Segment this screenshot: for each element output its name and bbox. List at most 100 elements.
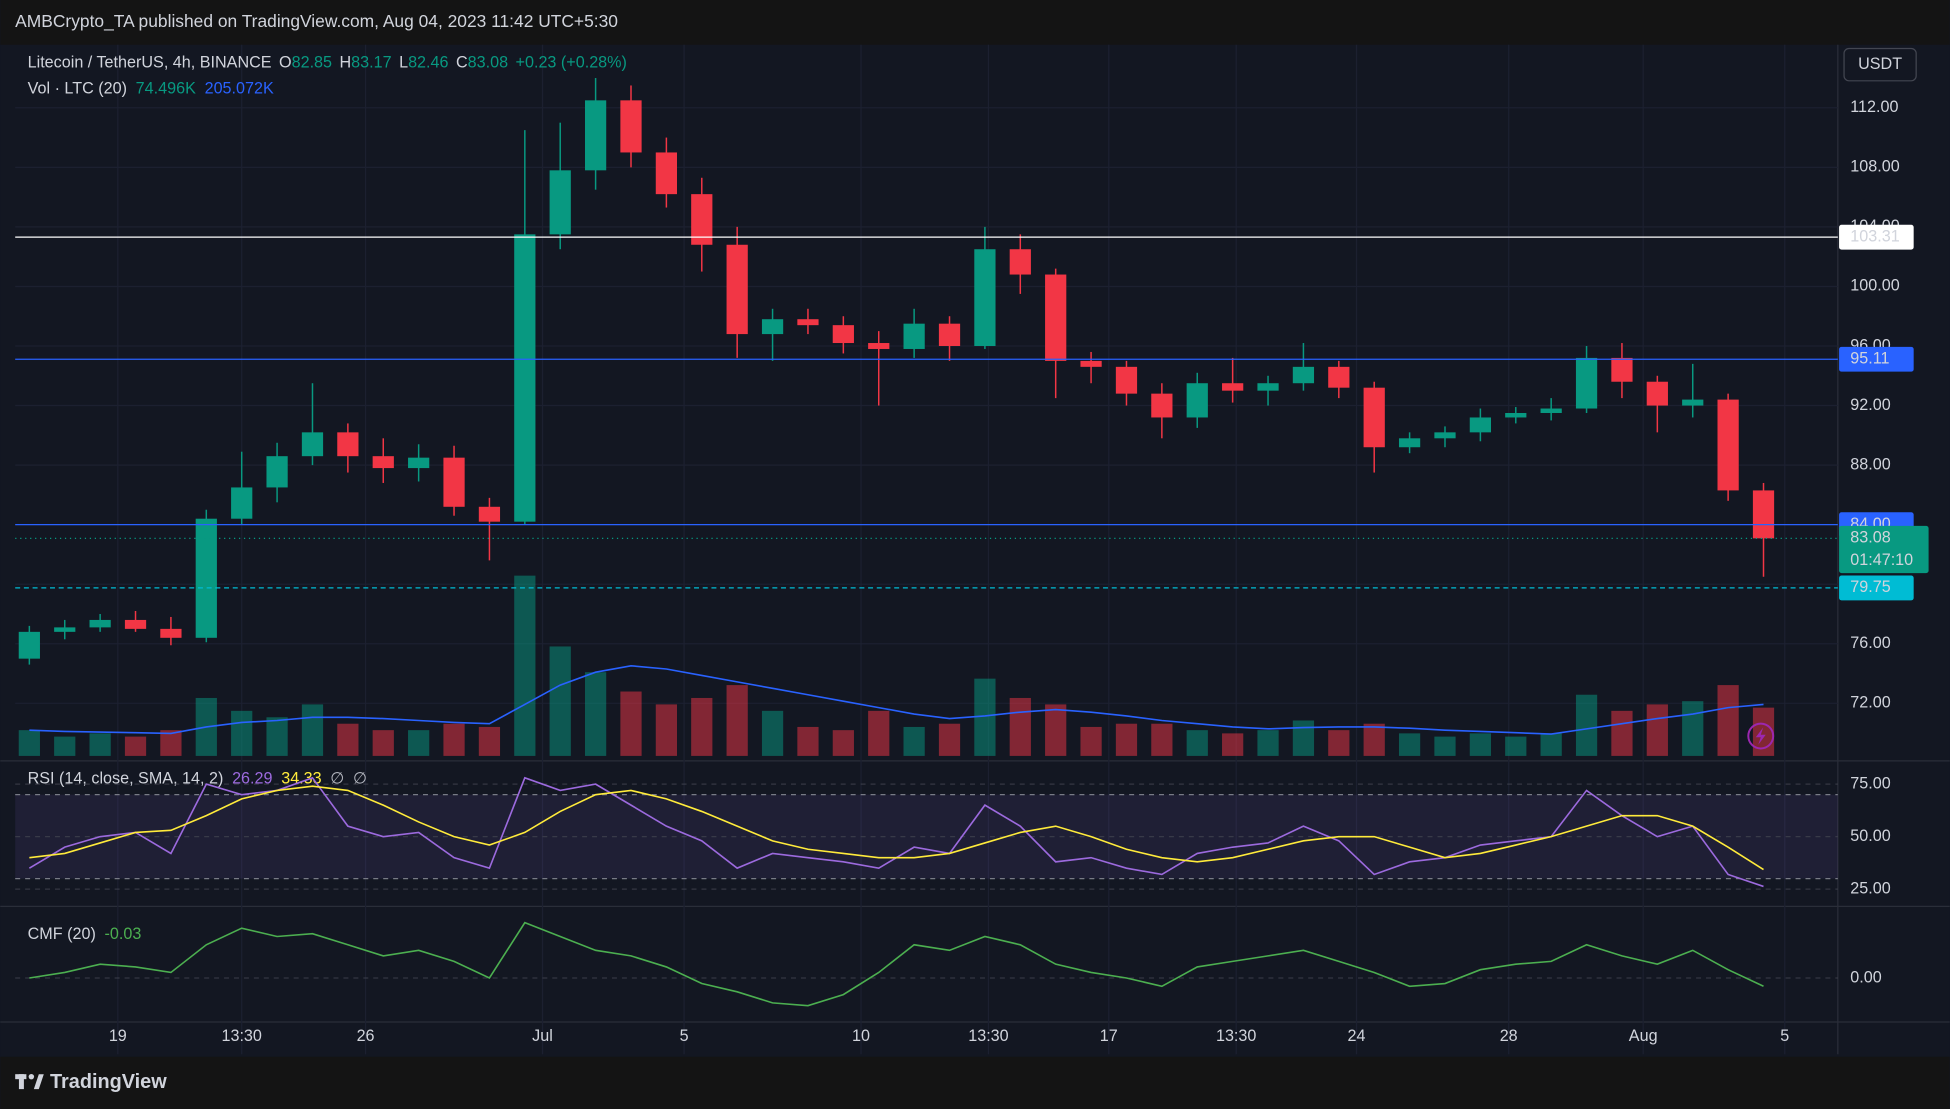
legend-key: L	[399, 54, 408, 72]
volume-bar	[726, 685, 748, 756]
volume-bar	[124, 736, 147, 756]
x-tick-label: 28	[1500, 1027, 1518, 1045]
candle-body	[372, 456, 394, 469]
volume-bar	[1682, 701, 1704, 756]
volume-bar	[1575, 694, 1598, 756]
y-tick-label: 112.00	[1850, 98, 1898, 116]
candle-body	[761, 319, 784, 335]
y-tick-label: 0.00	[1850, 968, 1881, 986]
volume-ma-line	[29, 664, 1764, 735]
candle-body	[1292, 366, 1315, 384]
y-tick-label: 108.00	[1850, 158, 1899, 176]
x-tick-label: 13:30	[968, 1027, 1008, 1045]
indicator-line	[29, 921, 1764, 1007]
candle-body	[620, 100, 642, 153]
candle-body	[974, 249, 996, 347]
footer-bar	[0, 1056, 1950, 1109]
price-level-tag	[1839, 346, 1914, 372]
candle-body	[1115, 366, 1138, 394]
volume-bar	[160, 730, 182, 756]
candle-body	[1505, 412, 1527, 418]
volume-bar	[301, 704, 324, 756]
volume-bar	[761, 710, 784, 756]
legend-title: Litecoin / TetherUS, 4h, BINANCE	[28, 54, 272, 72]
pane-legend: CMF (20) -0.03	[28, 925, 142, 943]
x-tick-label: 17	[1100, 1027, 1118, 1045]
volume-bar	[408, 730, 430, 756]
volume-bar	[1752, 707, 1775, 756]
price-level-label: 95.11	[1850, 350, 1889, 368]
y-tick-label: 76.00	[1850, 634, 1890, 652]
price-level-tag	[1839, 224, 1914, 250]
volume-bar	[514, 575, 536, 756]
volume-bar	[1292, 720, 1315, 756]
candle-body	[1151, 393, 1173, 418]
pane-legend: Litecoin / TetherUS, 4h, BINANCE O82.85 H8…	[28, 54, 627, 72]
candle-body	[1540, 408, 1562, 413]
alert-icon-ring[interactable]	[1747, 722, 1775, 750]
volume-bar	[266, 717, 288, 756]
candle-body	[195, 518, 217, 638]
candle-body	[797, 319, 819, 326]
candle-body	[301, 432, 324, 457]
x-tick-label: 5	[1780, 1027, 1789, 1045]
plot-layer: 19 13:30 26 Jul 5 10 13:30 17 13:30 24 28 Aug 5 72.00…	[15, 44, 1929, 1055]
volume-bar	[54, 736, 76, 756]
volume-bar	[89, 733, 111, 756]
candle-body	[1611, 357, 1633, 382]
legend-value: 82.46	[408, 54, 448, 72]
y-tick-label: 100.00	[1850, 277, 1899, 295]
footer-brand: TradingView	[50, 1071, 167, 1093]
price-level-label: 79.75	[1850, 578, 1890, 596]
candle-body	[1045, 274, 1067, 361]
x-tick-label: 19	[109, 1027, 127, 1045]
countdown-label: 01:47:10	[1850, 551, 1913, 569]
volume-bar	[903, 726, 925, 756]
y-tick-label: 92.00	[1850, 396, 1890, 414]
volume-bar	[1717, 685, 1739, 756]
y-tick-label: 50.00	[1850, 827, 1890, 845]
legend-title: Vol · LTC (20)	[28, 80, 127, 98]
legend-key: O	[279, 54, 292, 72]
last-price-tag	[1839, 525, 1929, 574]
logo-slash	[33, 1074, 44, 1090]
candle-body	[337, 432, 359, 457]
volume-bar	[1257, 730, 1279, 756]
candle-body	[124, 619, 147, 629]
candle-body	[18, 631, 40, 659]
volume-bar	[1115, 723, 1138, 756]
candle-body	[514, 234, 536, 522]
volume-bar	[372, 730, 394, 756]
candle-body	[160, 628, 182, 638]
volume-bar	[620, 691, 642, 756]
price-level-label: 103.31	[1850, 227, 1899, 245]
volume-bar	[1045, 704, 1067, 756]
volume-bar	[1222, 733, 1244, 756]
volume-bar	[797, 726, 819, 756]
last-price-label: 83.08	[1850, 529, 1890, 547]
x-tick-label: 13:30	[1216, 1027, 1256, 1045]
candle-body	[1009, 249, 1031, 275]
currency-button-label[interactable]: USDT	[1858, 55, 1902, 73]
volume-bar	[832, 730, 854, 756]
candle-body	[266, 456, 288, 488]
alert-icon-bolt[interactable]	[1755, 727, 1766, 745]
candle-body	[1080, 360, 1102, 367]
candle-body	[89, 619, 111, 628]
volume-bar	[18, 730, 40, 756]
candle-body	[1434, 432, 1456, 439]
candle-body	[691, 194, 713, 245]
legend-value: 82.85	[292, 54, 332, 72]
candle-body	[1575, 357, 1598, 409]
volume-bar	[1186, 730, 1208, 756]
pane-legend: Vol · LTC (20) 74.496K 205.072K	[28, 80, 274, 98]
x-tick-label: 24	[1348, 1027, 1366, 1045]
alert-icon[interactable]	[1747, 722, 1775, 750]
volume-bar	[584, 672, 607, 756]
candle-body	[443, 457, 465, 507]
currency-button[interactable]	[1843, 47, 1917, 82]
volume-bar	[1434, 736, 1456, 756]
legend-title: CMF (20)	[28, 925, 96, 943]
legend-value: ∅	[330, 770, 344, 788]
